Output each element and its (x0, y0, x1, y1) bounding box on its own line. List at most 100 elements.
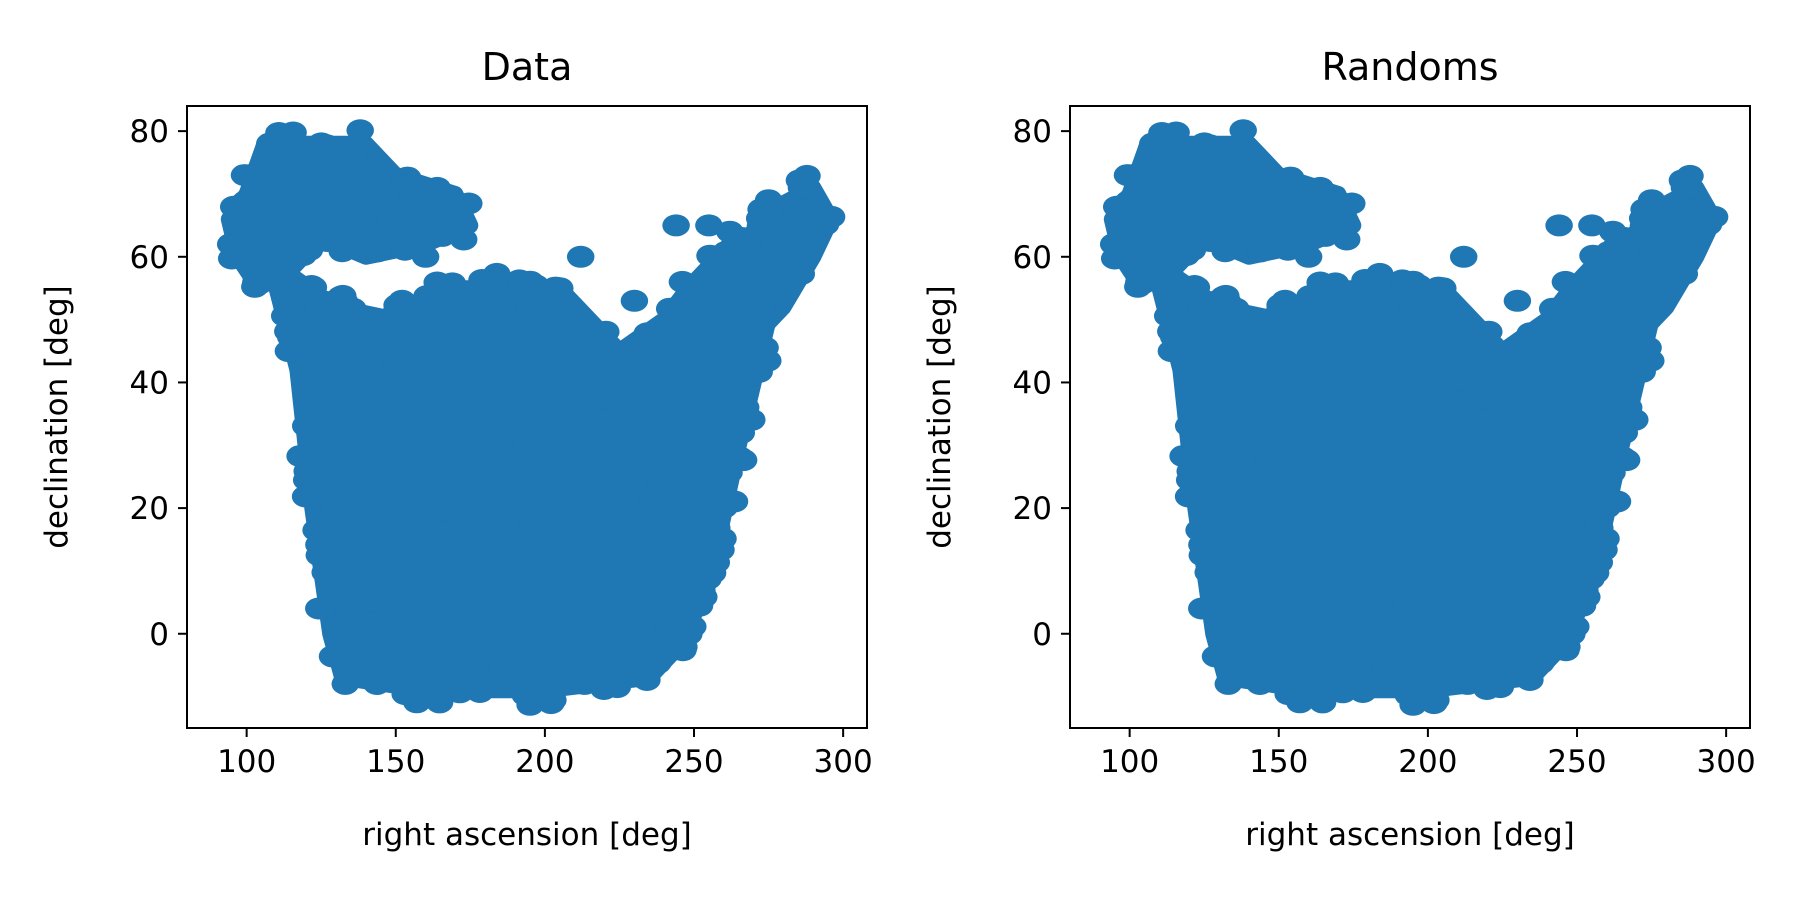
randoms-scatter-point (1266, 351, 1295, 374)
data-scatter-point (494, 624, 522, 646)
randoms-scatter-point (1178, 239, 1207, 261)
data-scatter-point (666, 466, 695, 489)
data-scatter-point (620, 289, 649, 312)
data-scatter-point (511, 684, 540, 707)
data-scatter-point (379, 638, 407, 661)
data-scatter-point (376, 208, 404, 231)
randoms-scatter-point (1372, 653, 1400, 676)
randoms-y-tick-label: 80 (1013, 114, 1052, 150)
data-scatter-point (361, 667, 390, 690)
data-scatter-point (362, 493, 390, 516)
randoms-scatter-point (1579, 244, 1607, 267)
data-scatter-point (787, 176, 816, 199)
data-scatter-point (348, 422, 376, 444)
randoms-scatter-point (1346, 305, 1374, 328)
data-scatter-point (383, 618, 412, 641)
data-scatter-point (719, 315, 747, 338)
data-scatter-point (502, 482, 531, 504)
data-scatter-point (411, 245, 440, 268)
randoms-scatter-point (1154, 268, 1183, 291)
randoms-scatter-point (1262, 638, 1290, 661)
data-scatter-point (354, 206, 382, 229)
randoms-scatter-point (1556, 345, 1585, 368)
data-scatter-point (326, 357, 355, 380)
data-scatter-point (516, 296, 544, 319)
data-scatter-point (423, 687, 452, 710)
randoms-scatter-point (1392, 371, 1421, 394)
randoms-scatter-point (1637, 189, 1666, 212)
randoms-scatter-point (1377, 624, 1405, 646)
data-scatter-point (748, 295, 776, 318)
randoms-scatter-point (1566, 586, 1595, 609)
randoms-scatter-point (1395, 555, 1424, 578)
data-scatter-point (524, 492, 552, 515)
randoms-x-tick-label: 150 (1249, 744, 1308, 780)
randoms-scatter-point (1447, 402, 1476, 425)
randoms-scatter-point (1464, 538, 1492, 561)
randoms-scatter-point (1346, 574, 1375, 597)
data-scatter-point (265, 241, 293, 264)
data-scatter-point (662, 214, 690, 237)
randoms-scatter-point (1221, 459, 1250, 482)
randoms-scatter-point (1284, 371, 1312, 394)
randoms-scatter-point (1420, 692, 1448, 715)
data-scatter-point (334, 573, 362, 596)
randoms-scatter-point (1306, 687, 1335, 710)
data-scatter-point (549, 587, 578, 610)
randoms-scatter-point (1214, 672, 1243, 695)
data-scatter-point (422, 365, 450, 388)
randoms-scatter-point (1364, 403, 1393, 426)
randoms-scatter-point (1113, 164, 1142, 187)
data-scatter-point (318, 645, 347, 668)
randoms-scatter-point (1165, 134, 1194, 157)
randoms-scatter-point (1628, 207, 1657, 230)
data-scatter-point (346, 119, 374, 142)
data-scatter-point (401, 371, 429, 394)
randoms-scatter-point (1220, 147, 1249, 170)
data-scatter-point (427, 638, 456, 661)
randoms-scatter-point (1572, 453, 1601, 476)
data-scatter-point (538, 643, 567, 666)
data-scatter-point (497, 450, 526, 473)
data-scatter-points (216, 119, 846, 716)
randoms-scatter-point (1521, 582, 1550, 605)
randoms-scatter-point (1634, 336, 1662, 359)
data-axis-ticks: 100 150 200 250 300 0 20 40 60 80 (130, 114, 873, 780)
randoms-scatter-point (1558, 623, 1586, 646)
randoms-scatter-point (1464, 560, 1493, 583)
data-scatter-point (675, 623, 703, 646)
randoms-scatter-point (1211, 240, 1239, 263)
data-scatter-point (760, 231, 788, 254)
randoms-scatter-point (1516, 322, 1545, 345)
randoms-scatter-point (1225, 178, 1254, 201)
data-scatter-point (238, 184, 267, 207)
data-y-axis-label: declination [deg] (39, 285, 75, 549)
data-scatter-point (453, 553, 481, 576)
data-scatter-point (324, 619, 352, 641)
randoms-scatter-point (1528, 518, 1557, 541)
randoms-scatter-point (1264, 521, 1293, 544)
randoms-plot-frame (1069, 105, 1751, 729)
data-scatter-point (544, 320, 572, 343)
randoms-scatter-point (1457, 482, 1486, 505)
data-scatter-point (391, 238, 419, 261)
data-scatter-point (363, 320, 391, 343)
data-scatter-point (510, 594, 539, 617)
randoms-y-tick-label: 20 (1013, 491, 1052, 527)
randoms-scatter-point (1274, 429, 1303, 452)
randoms-scatter-point (1567, 321, 1596, 343)
randoms-scatter-point (1592, 527, 1620, 550)
randoms-scatter-point (1557, 506, 1586, 529)
data-scatter-point (449, 341, 478, 364)
randoms-scatter-point (1670, 176, 1699, 199)
randoms-scatter-point (1179, 188, 1208, 211)
data-plot-frame (186, 105, 868, 729)
randoms-scatter-point (1201, 645, 1230, 668)
randoms-scatter-point (1259, 554, 1287, 577)
randoms-scatter-point (1578, 299, 1606, 322)
randoms-scatter-point (1198, 469, 1227, 492)
randoms-scatter-point (1247, 169, 1275, 192)
randoms-scatter-point (1534, 605, 1562, 628)
data-scatter-point (633, 669, 661, 691)
randoms-scatter-point (1622, 257, 1651, 280)
